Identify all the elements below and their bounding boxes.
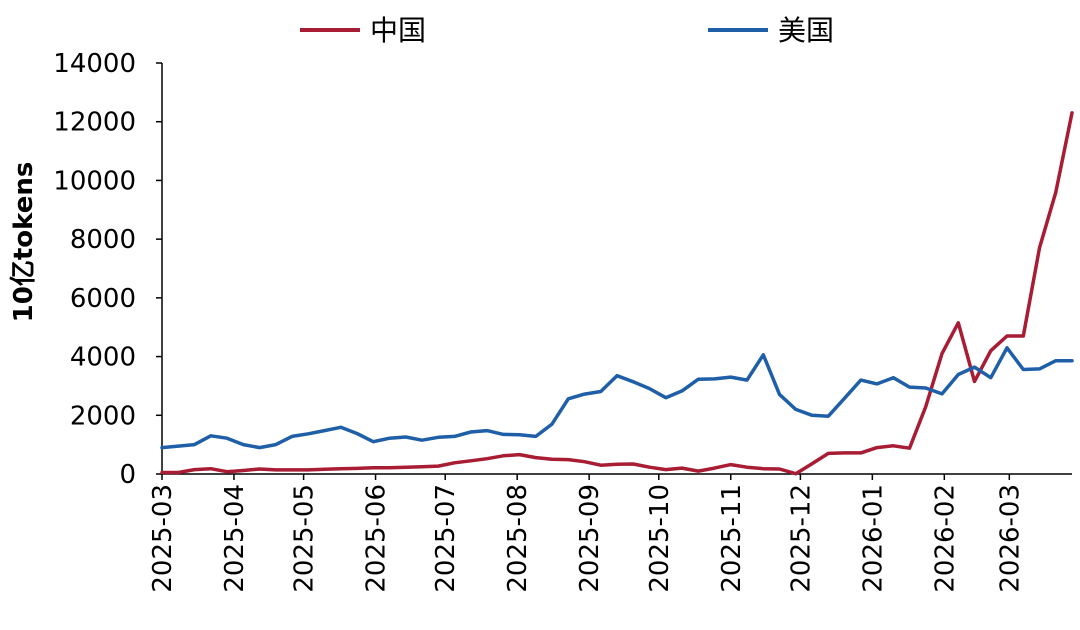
x-tick-label: 2025-05 xyxy=(290,484,320,593)
y-tick-label: 6000 xyxy=(70,284,136,314)
series-line-usa xyxy=(160,346,1074,450)
legend-label-usa: 美国 xyxy=(778,14,834,47)
x-tick-label: 2025-04 xyxy=(220,484,250,593)
legend-label-china: 中国 xyxy=(370,14,426,47)
y-tick-label: 10000 xyxy=(53,166,136,196)
legend: 中国 美国 xyxy=(300,14,834,47)
x-tick-label: 2025-08 xyxy=(503,484,533,593)
x-tick-label: 2025-12 xyxy=(786,484,816,593)
y-tick-label: 14000 xyxy=(53,49,136,79)
x-tick-label: 2025-07 xyxy=(431,484,461,593)
x-tick-label: 2025-03 xyxy=(148,484,178,593)
x-tick-label: 2025-06 xyxy=(362,484,392,593)
x-tick-label: 2025-09 xyxy=(575,484,605,593)
x-tick-label: 2026-02 xyxy=(930,484,960,593)
x-tick-label: 2025-10 xyxy=(645,484,675,593)
y-tick-label: 2000 xyxy=(70,401,136,431)
x-tick-label: 2026-01 xyxy=(858,484,888,593)
y-axis-label: 10亿tokens xyxy=(9,162,39,323)
y-tick-label: 8000 xyxy=(70,225,136,255)
y-tick-label: 12000 xyxy=(53,108,136,138)
series-line-china xyxy=(160,111,1074,476)
x-tick-label: 2025-11 xyxy=(717,484,747,593)
x-tick-label: 2026-03 xyxy=(995,484,1025,593)
axes: 0 2000 4000 6000 8000 10000 12000 14000 2025-03 2… xyxy=(53,49,1072,593)
y-tick-label: 0 xyxy=(119,460,136,490)
y-tick-label: 4000 xyxy=(70,343,136,373)
series-group xyxy=(160,111,1074,476)
